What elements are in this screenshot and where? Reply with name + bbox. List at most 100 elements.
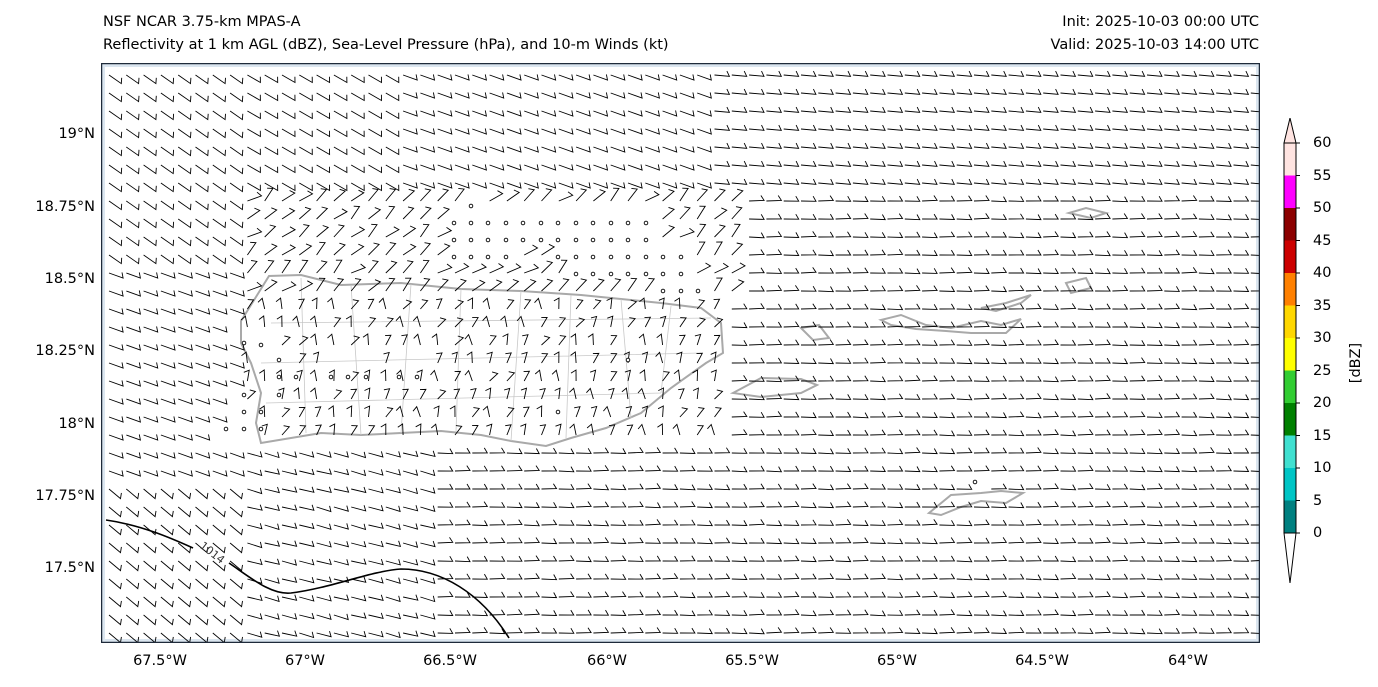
wind-barb: [1216, 231, 1232, 238]
colorbar-segment: [1284, 468, 1296, 501]
calm-circle: [451, 254, 457, 260]
wind-barb: [991, 502, 1008, 509]
wind-barb: [766, 393, 783, 400]
wind-barb: [973, 195, 990, 202]
wind-barb: [437, 610, 454, 616]
wind-barb: [904, 285, 921, 292]
wind-barb: [818, 142, 834, 149]
wind-barb: [1095, 160, 1111, 167]
wind-barb: [281, 281, 297, 292]
wind-barb: [835, 88, 852, 95]
wind-barb: [316, 74, 331, 84]
wind-barb: [887, 627, 904, 634]
wind-barb: [1077, 537, 1094, 544]
wind-barb: [1250, 434, 1260, 436]
calm-circle: [468, 254, 474, 260]
wind-barb: [316, 128, 331, 138]
wind-barb: [259, 405, 266, 418]
wind-barb: [351, 612, 367, 619]
wind-barb: [385, 317, 394, 328]
wind-barb: [679, 110, 695, 117]
wind-barb: [541, 243, 556, 256]
wind-barb: [1095, 574, 1111, 580]
wind-barb: [333, 188, 347, 202]
wind-barb: [472, 164, 487, 171]
calm-circle: [241, 340, 247, 346]
wind-barb: [783, 465, 800, 472]
wind-barb: [437, 448, 454, 455]
wind-barb: [160, 110, 175, 121]
wind-barb: [143, 74, 157, 85]
wind-barb: [1164, 556, 1181, 562]
wind-barb: [506, 609, 523, 616]
wind-barb: [662, 164, 678, 171]
wind-barb: [351, 576, 367, 583]
wind-barb: [749, 501, 765, 508]
wind-barb: [195, 218, 209, 229]
wind-barb: [368, 92, 382, 102]
wind-barb: [1095, 357, 1111, 364]
wind-barb: [1060, 411, 1077, 418]
wind-barb: [939, 214, 956, 220]
wind-barb: [1077, 375, 1094, 382]
wind-barb: [1164, 501, 1181, 508]
wind-barb: [212, 470, 228, 477]
wind-barb: [922, 448, 938, 455]
wind-barb: [437, 591, 454, 598]
colorbar-tick-label: 5: [1313, 492, 1323, 509]
wind-barb: [973, 285, 990, 292]
wind-barb: [506, 573, 523, 580]
wind-barb: [1181, 627, 1198, 634]
wind-barb: [1181, 195, 1198, 202]
wind-barb: [1008, 213, 1025, 220]
wind-barb: [852, 573, 869, 580]
wind-barb: [350, 299, 360, 310]
wind-barb: [350, 278, 362, 292]
wind-barb: [402, 164, 418, 171]
calm-circle: [608, 254, 614, 260]
wind-barb: [939, 357, 956, 364]
wind-barb: [472, 182, 487, 189]
wind-barb: [160, 272, 176, 279]
wind-barb: [569, 423, 577, 436]
wind-barb: [1129, 411, 1146, 418]
wind-barb: [1025, 429, 1042, 436]
wind-barb: [1008, 249, 1025, 256]
wind-barb: [1146, 574, 1163, 581]
wind-barb: [298, 425, 307, 436]
wind-barb: [1233, 501, 1250, 508]
wind-barb: [380, 423, 387, 435]
wind-barb: [195, 308, 211, 315]
wind-barb: [380, 369, 387, 382]
wind-barb: [1077, 357, 1094, 364]
wind-barb: [316, 146, 331, 156]
wind-barb: [835, 609, 852, 616]
wind-barb: [160, 470, 176, 477]
wind-barb: [870, 285, 886, 292]
calm-circle: [590, 254, 596, 260]
wind-barb: [973, 555, 990, 562]
wind-barb: [956, 231, 973, 238]
wind-barb: [558, 573, 575, 580]
wind-barb: [523, 244, 539, 256]
wind-barb: [991, 429, 1008, 436]
colorbar-segment: [1284, 403, 1296, 436]
wind-barb: [1112, 447, 1129, 454]
wind-barb: [714, 70, 731, 77]
wind-barb: [126, 182, 140, 193]
wind-barb: [506, 537, 523, 544]
wind-barb: [973, 447, 990, 454]
wind-barb: [731, 124, 748, 131]
wind-barb: [195, 254, 209, 265]
wind-barb: [299, 243, 313, 256]
wind-barb: [870, 214, 886, 221]
wind-barb: [264, 523, 280, 531]
wind-barb: [1077, 304, 1094, 311]
wind-barb: [455, 483, 471, 490]
wind-barb: [212, 596, 226, 608]
calm-circle: [573, 220, 579, 226]
wind-barb: [1146, 448, 1163, 455]
wind-barb: [143, 182, 157, 193]
wind-barb: [299, 559, 315, 566]
wind-barb: [1181, 321, 1198, 328]
